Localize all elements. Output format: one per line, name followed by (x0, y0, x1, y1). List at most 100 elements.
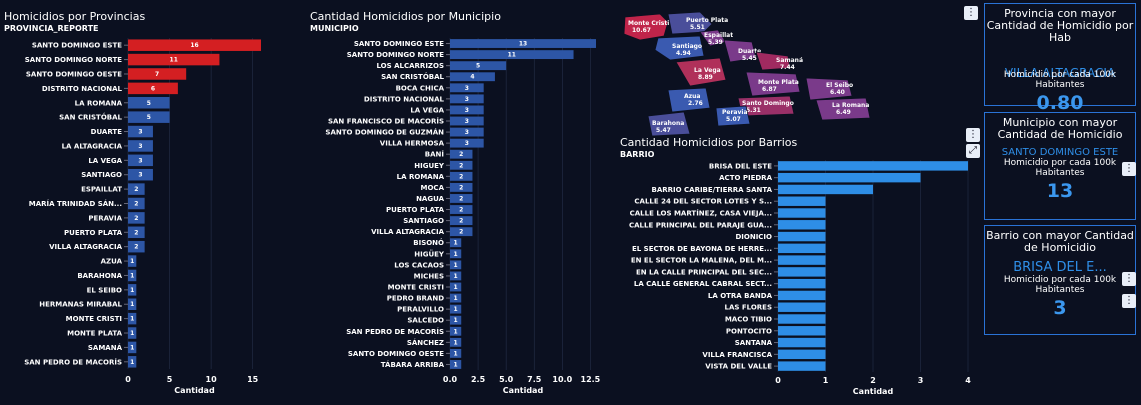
bar (778, 337, 826, 348)
bar (128, 197, 145, 210)
y-tick-label: SANTO DOMINGO ESTE (354, 40, 444, 48)
y-tick-label: BANÍ (425, 150, 445, 159)
value-label: 3 (138, 143, 142, 150)
map-region (623, 13, 669, 41)
y-tick-label: SAMANÁ (88, 343, 123, 352)
value-label: 1 (454, 339, 458, 346)
y-tick-label: PONTOCITO (726, 327, 772, 335)
map-region (815, 97, 871, 121)
chart-title: Cantidad Homicidios por Barrios (620, 136, 797, 149)
x-tick-label: 10.0 (552, 375, 572, 384)
region-name: Santiago (672, 43, 702, 50)
value-label: 2 (459, 207, 463, 214)
category-axis-title: PROVINCIA_REPORTE (4, 24, 99, 33)
y-tick-label: SANTO DOMINGO OESTE (348, 350, 444, 358)
y-tick-label: LA OTRA BANDA (708, 292, 773, 300)
bar (450, 94, 484, 104)
bar (450, 271, 462, 281)
y-tick-label: BRISA DEL ESTE (709, 162, 772, 170)
y-tick-label: SALCEDO (407, 317, 444, 325)
x-tick-label: 0 (775, 376, 781, 385)
bar (778, 243, 826, 254)
expand-button[interactable]: ⤢ (966, 144, 980, 158)
chart-title: Homicidios por Provincias (4, 10, 145, 23)
bar (778, 208, 826, 218)
value-label: 2 (459, 195, 463, 202)
bar (450, 238, 462, 248)
card-title: Provincia con mayor Cantidad de Homicidi… (986, 7, 1134, 44)
category-axis-title: MUNICIPIO (310, 24, 359, 33)
y-tick-label: LOS CACAOS (394, 261, 444, 269)
bar (450, 326, 462, 336)
y-tick-label: MOCA (421, 184, 445, 192)
value-label: 1 (130, 272, 134, 279)
bar (128, 68, 187, 80)
bar (450, 182, 473, 192)
y-tick-label: PERALVILLO (397, 306, 444, 314)
y-tick-label: MONTE CRISTI (66, 315, 122, 323)
bar (778, 326, 826, 336)
y-tick-label: LOS ALCARRIZOS (376, 62, 444, 70)
y-tick-label: VILLA ALTAGRACIA (371, 228, 444, 236)
value-label: 1 (130, 301, 134, 308)
card-value: 13 (1046, 180, 1074, 202)
region-value: 8.89 (698, 74, 713, 81)
y-tick-label: SÁNCHEZ (407, 338, 444, 347)
y-tick-label: DISTRITO NACIONAL (364, 95, 445, 103)
bar (450, 72, 495, 82)
map-region (745, 71, 801, 97)
bar (778, 290, 826, 301)
value-label: 7 (155, 71, 159, 78)
bar (128, 341, 137, 354)
value-label: 1 (454, 328, 458, 335)
x-axis-title: Cantidad (853, 387, 894, 396)
y-tick-label: MACO TIBIO (725, 316, 772, 324)
bar (450, 260, 462, 270)
menu-button[interactable]: ⋮ (966, 128, 980, 142)
card-subtitle: Homicidio por cada 100k Habitantes (1003, 70, 1117, 90)
region-name: Santo Domingo (742, 100, 794, 107)
bar (128, 183, 145, 195)
bar (450, 360, 462, 369)
value-label: 2 (459, 218, 463, 225)
card-name: SANTO DOMINGO ESTE (1001, 147, 1119, 158)
x-tick-label: 2.5 (471, 375, 486, 384)
region-name: Barahona (652, 120, 684, 127)
map-region (715, 105, 751, 127)
y-tick-label: PUERTO PLATA (386, 206, 445, 214)
y-tick-label: TÁBARA ARRIBA (381, 360, 445, 369)
y-tick-label: SANTIAGO (81, 171, 122, 179)
value-label: 11 (508, 52, 516, 59)
bar (450, 194, 473, 203)
y-tick-label: LAS FLORES (724, 304, 772, 312)
y-tick-label: VISTA DEL VALLE (705, 363, 772, 371)
menu-button[interactable]: ⋮ (964, 6, 978, 20)
y-tick-label: LA ROMANA (397, 173, 445, 181)
y-tick-label: ACTO PIEDRA (719, 174, 772, 182)
menu-button[interactable]: ⋮ (1122, 162, 1136, 176)
menu-button[interactable]: ⋮ (1122, 294, 1136, 308)
region-name: Puerto Plata (686, 17, 728, 24)
bar (128, 226, 145, 239)
region-name: La Vega (694, 67, 721, 74)
map-region (755, 51, 791, 71)
value-label: 3 (465, 140, 469, 147)
y-tick-label: EL SEIBO (87, 286, 122, 294)
region-name: La Romana (832, 102, 869, 109)
bar (778, 302, 826, 312)
map-region (667, 11, 713, 35)
bar (128, 327, 137, 339)
x-tick-label: 1 (823, 376, 829, 385)
value-label: 5 (147, 114, 151, 121)
y-tick-label: SANTANA (735, 339, 773, 347)
bar (450, 315, 462, 325)
bar (450, 249, 462, 259)
menu-button[interactable]: ⋮ (1122, 272, 1136, 286)
y-tick-label: NAGUA (416, 195, 444, 203)
value-label: 13 (519, 41, 527, 48)
y-tick-label: SAN PEDRO DE MACORÍS (24, 357, 122, 366)
bar (128, 298, 137, 310)
map-region (654, 35, 705, 61)
y-tick-label: LA VEGA (88, 157, 122, 165)
bar (128, 312, 137, 325)
